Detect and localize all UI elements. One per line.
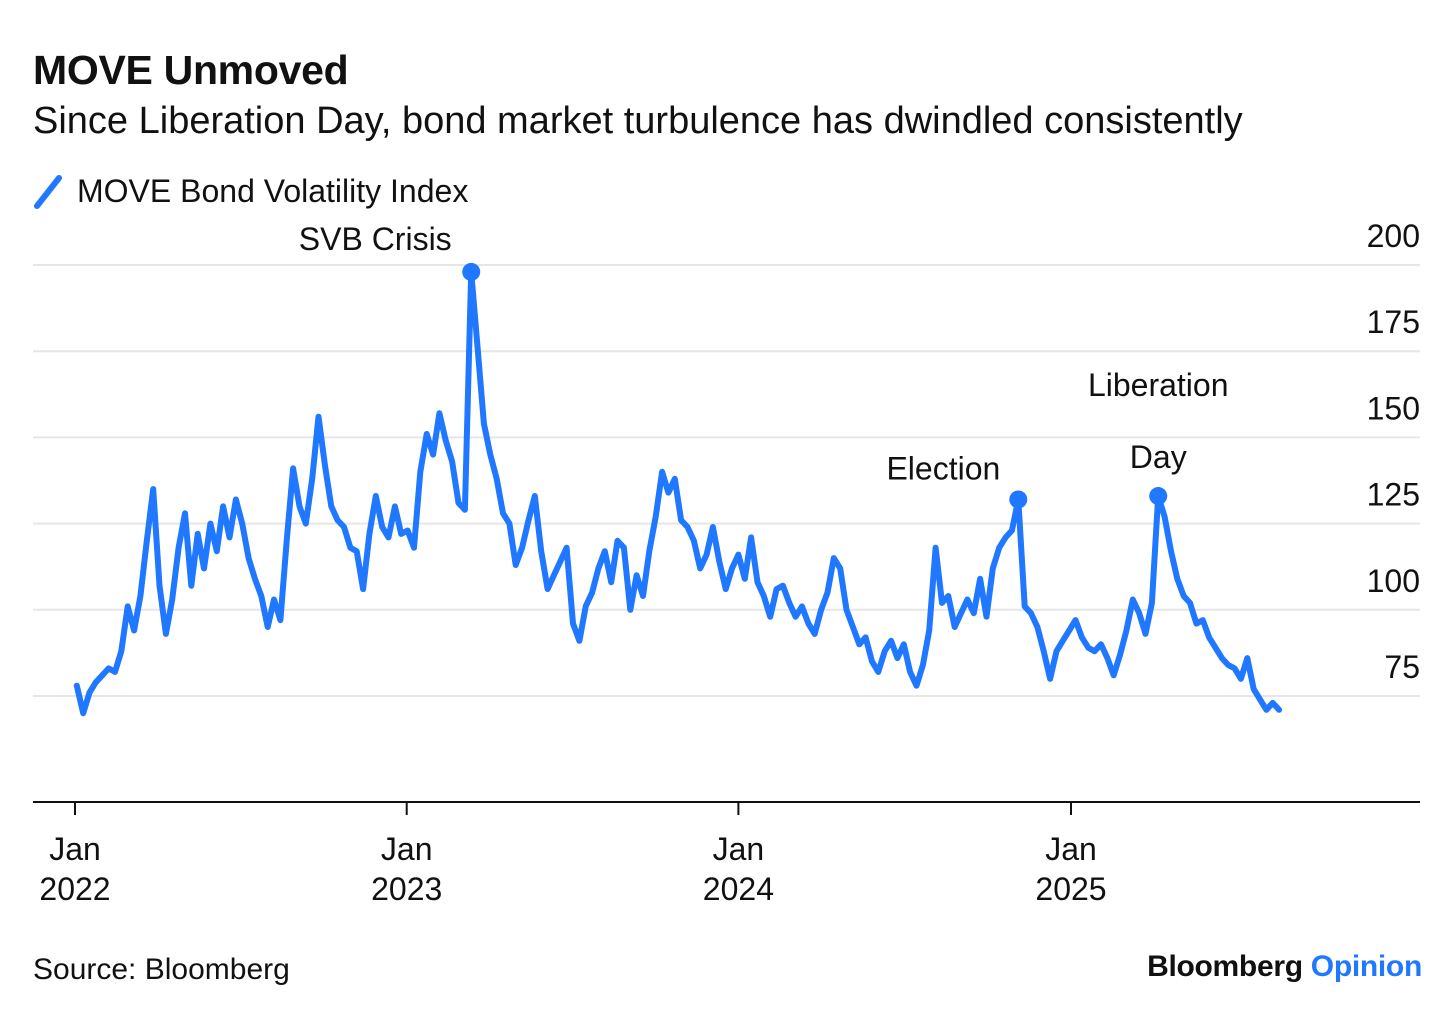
annotation-marker-svb <box>462 262 481 281</box>
y-tick-label: 200 <box>1367 218 1420 254</box>
x-tick-year: 2024 <box>703 871 774 907</box>
y-tick-label: 100 <box>1367 563 1420 599</box>
series-line-0 <box>73 268 1283 717</box>
brand-accent: Opinion <box>1310 950 1423 983</box>
legend-line-icon <box>34 174 62 209</box>
annotation-label-liberation: Day <box>1130 439 1187 475</box>
x-tick-month: Jan <box>381 831 433 867</box>
y-tick-label: 150 <box>1367 390 1420 426</box>
brand-logo: Bloomberg Opinion <box>1147 950 1422 984</box>
source-note: Source: Bloomberg <box>33 953 290 986</box>
x-tick-year: 2022 <box>39 871 110 907</box>
chart-title: MOVE Unmoved <box>33 47 349 93</box>
legend-label: MOVE Bond Volatility Index <box>77 173 469 209</box>
y-tick-label: 75 <box>1384 649 1420 685</box>
annotation-label-election: Election <box>886 450 1000 486</box>
y-tick-label: 125 <box>1367 477 1420 513</box>
x-tick-month: Jan <box>713 831 765 867</box>
y-tick-label: 175 <box>1367 304 1420 340</box>
x-tick-year: 2025 <box>1035 871 1106 907</box>
x-tick-month: Jan <box>1045 831 1097 867</box>
x-tick-month: Jan <box>49 831 101 867</box>
annotation-marker-election <box>1009 490 1028 509</box>
legend: MOVE Bond Volatility Index <box>33 173 468 210</box>
annotation-marker-liberation <box>1149 487 1168 506</box>
brand-main: Bloomberg <box>1147 950 1303 983</box>
chart-subtitle: Since Liberation Day, bond market turbul… <box>33 100 1243 142</box>
annotation-label-liberation: Liberation <box>1088 367 1229 403</box>
x-tick-year: 2023 <box>371 871 442 907</box>
annotation-label-svb: SVB Crisis <box>299 221 452 257</box>
